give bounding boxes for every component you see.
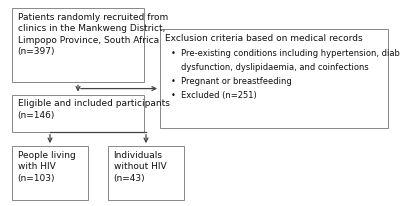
- Text: Excluded (n=251): Excluded (n=251): [181, 91, 256, 100]
- FancyBboxPatch shape: [160, 29, 388, 128]
- FancyBboxPatch shape: [12, 95, 144, 132]
- Text: •: •: [171, 91, 176, 100]
- FancyBboxPatch shape: [108, 146, 184, 200]
- Text: dysfunction, dyslipidaemia, and coinfections: dysfunction, dyslipidaemia, and coinfect…: [181, 63, 368, 72]
- FancyBboxPatch shape: [12, 146, 88, 200]
- Text: Pre-existing conditions including hypertension, diabetes, renal: Pre-existing conditions including hypert…: [181, 49, 400, 58]
- Text: Patients randomly recruited from
clinics in the Mankweng District,
Limpopo Provi: Patients randomly recruited from clinics…: [18, 13, 168, 56]
- FancyBboxPatch shape: [12, 8, 144, 82]
- Text: Pregnant or breastfeeding: Pregnant or breastfeeding: [181, 77, 292, 86]
- Text: •: •: [171, 77, 176, 86]
- Text: Eligible and included participants
(n=146): Eligible and included participants (n=14…: [18, 99, 170, 120]
- Text: •: •: [171, 49, 176, 58]
- Text: People living
with HIV
(n=103): People living with HIV (n=103): [18, 151, 75, 183]
- Text: Exclusion criteria based on medical records: Exclusion criteria based on medical reco…: [165, 34, 363, 43]
- Text: Individuals
without HIV
(n=43): Individuals without HIV (n=43): [114, 151, 166, 183]
